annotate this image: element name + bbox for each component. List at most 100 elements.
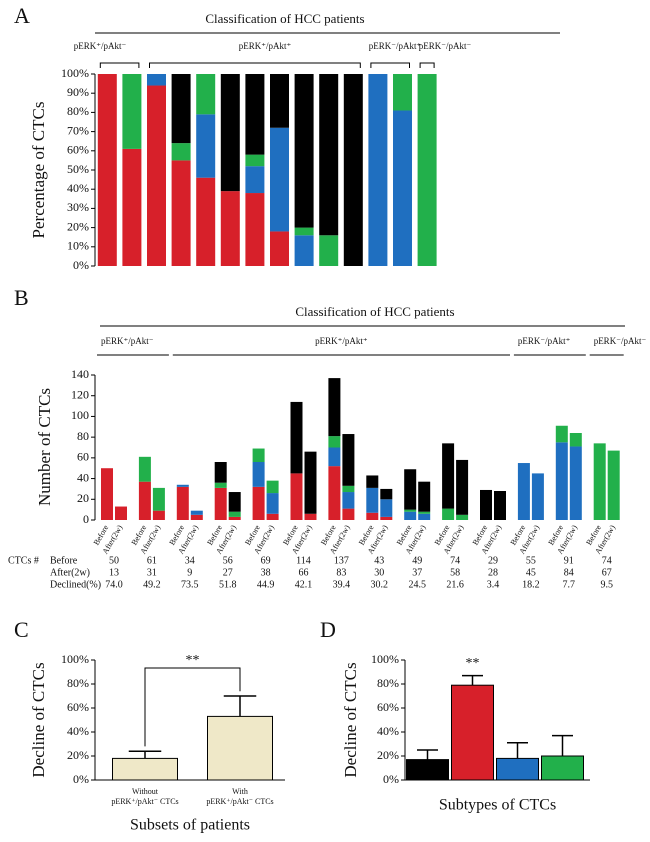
bar-segment xyxy=(171,74,191,144)
bar-segment xyxy=(214,487,227,520)
bar-segment xyxy=(342,492,355,509)
table-cell: 3.4 xyxy=(487,579,500,590)
bar-segment xyxy=(252,462,265,487)
bar-segment xyxy=(252,448,265,462)
y-tick-label: 20% xyxy=(67,219,89,233)
bar-segment xyxy=(418,513,431,520)
bar-segment xyxy=(417,74,437,266)
table-cell: 74.0 xyxy=(105,579,123,590)
bar-segment xyxy=(115,506,127,520)
table-cell: 9 xyxy=(187,567,192,578)
bar-segment xyxy=(328,466,341,520)
x-tick-label: Without xyxy=(132,787,159,796)
bar-segment xyxy=(294,74,314,228)
bar-segment xyxy=(97,74,117,266)
group-label: pERK⁻/pAkt⁺ xyxy=(518,336,571,346)
bar-segment xyxy=(569,433,582,447)
y-tick-label: 80% xyxy=(377,676,399,690)
bar-segment xyxy=(147,74,166,86)
significance-bracket xyxy=(144,667,241,747)
bar-segment xyxy=(266,480,279,494)
panel-label: C xyxy=(14,617,29,642)
table-cell: 37 xyxy=(412,567,422,578)
bar-segment xyxy=(196,74,216,115)
bar-segment xyxy=(328,378,341,437)
x-tick-label: pERK⁺/pAkt⁻ CTCs xyxy=(111,797,178,806)
y-tick-label: 140 xyxy=(71,367,89,381)
bar-segment xyxy=(494,491,506,520)
bar-segment xyxy=(171,160,191,266)
y-tick-label: 40% xyxy=(67,181,89,195)
table-cell: 39.4 xyxy=(333,579,351,590)
y-axis-label: Decline of CTCs xyxy=(29,662,48,777)
bar-segment xyxy=(555,425,568,443)
table-cell: 67 xyxy=(602,567,612,578)
table-cell: 21.6 xyxy=(446,579,464,590)
table-cell: 9.5 xyxy=(600,579,613,590)
table-cell: 31 xyxy=(147,567,157,578)
group-bracket xyxy=(149,62,361,68)
bar-segment xyxy=(176,486,189,520)
bar-segment xyxy=(266,513,279,520)
bar-segment xyxy=(456,514,469,520)
bar xyxy=(112,757,178,781)
y-tick-label: 100 xyxy=(71,408,89,422)
table-cell: 29 xyxy=(488,555,498,566)
y-axis-label: Percentage of CTCs xyxy=(29,102,48,239)
bar-segment xyxy=(220,191,240,266)
group-label: pERK⁻/pAkt⁺ xyxy=(369,41,422,51)
table-cell: 84 xyxy=(564,567,574,578)
bar-segment xyxy=(404,511,417,520)
bar-segment xyxy=(101,468,113,520)
bar-segment xyxy=(190,514,203,520)
table-cell: 18.2 xyxy=(522,579,540,590)
y-tick-label: 60 xyxy=(77,450,89,464)
bar-segment xyxy=(228,516,241,520)
bar-segment xyxy=(418,481,431,512)
bar-segment xyxy=(245,166,265,194)
bar-segment xyxy=(304,451,317,514)
chart-title: Classification of HCC patients xyxy=(295,304,454,319)
table-cell: 66 xyxy=(299,567,309,578)
table-cell: 30.2 xyxy=(371,579,389,590)
bar-segment xyxy=(555,442,568,520)
bar-segment xyxy=(607,450,620,520)
bar-segment xyxy=(228,492,241,512)
bar-segment xyxy=(366,512,379,520)
bar-segment xyxy=(196,177,216,266)
bar-segment xyxy=(456,459,469,515)
bar-segment xyxy=(366,475,379,488)
bar-segment xyxy=(171,143,191,161)
table-cell: 13 xyxy=(109,567,119,578)
table-cell: 50 xyxy=(109,555,119,566)
table-cell: 28 xyxy=(488,567,498,578)
bar-segment xyxy=(122,74,142,149)
bar-segment xyxy=(304,513,317,520)
table-cell: 69 xyxy=(261,555,271,566)
group-bracket xyxy=(99,62,140,68)
y-tick-label: 40% xyxy=(377,724,399,738)
bar-segment xyxy=(252,486,265,520)
table-cell: 49 xyxy=(412,555,422,566)
table-cell: 44.9 xyxy=(257,579,275,590)
bar-segment xyxy=(393,110,412,266)
table-cell: 49.2 xyxy=(143,579,161,590)
table-cell: 55 xyxy=(526,555,536,566)
panel-label: A xyxy=(14,3,30,28)
bar xyxy=(496,757,539,781)
bar-segment xyxy=(176,484,189,487)
x-axis-label: Subtypes of CTCs xyxy=(439,797,556,814)
table-cell: 114 xyxy=(296,555,311,566)
bar-segment xyxy=(328,436,341,448)
x-tick-label: pERK⁺/pAkt⁻ CTCs xyxy=(206,797,273,806)
bar-segment xyxy=(342,485,355,493)
bar-segment xyxy=(152,487,165,511)
y-tick-label: 60% xyxy=(67,700,89,714)
bar-segment xyxy=(319,235,339,266)
y-tick-label: 100% xyxy=(371,652,399,666)
table-row-label: After(2w) xyxy=(50,567,90,578)
y-tick-label: 70% xyxy=(67,123,89,137)
panel-label: B xyxy=(14,285,29,310)
bar xyxy=(406,759,449,781)
